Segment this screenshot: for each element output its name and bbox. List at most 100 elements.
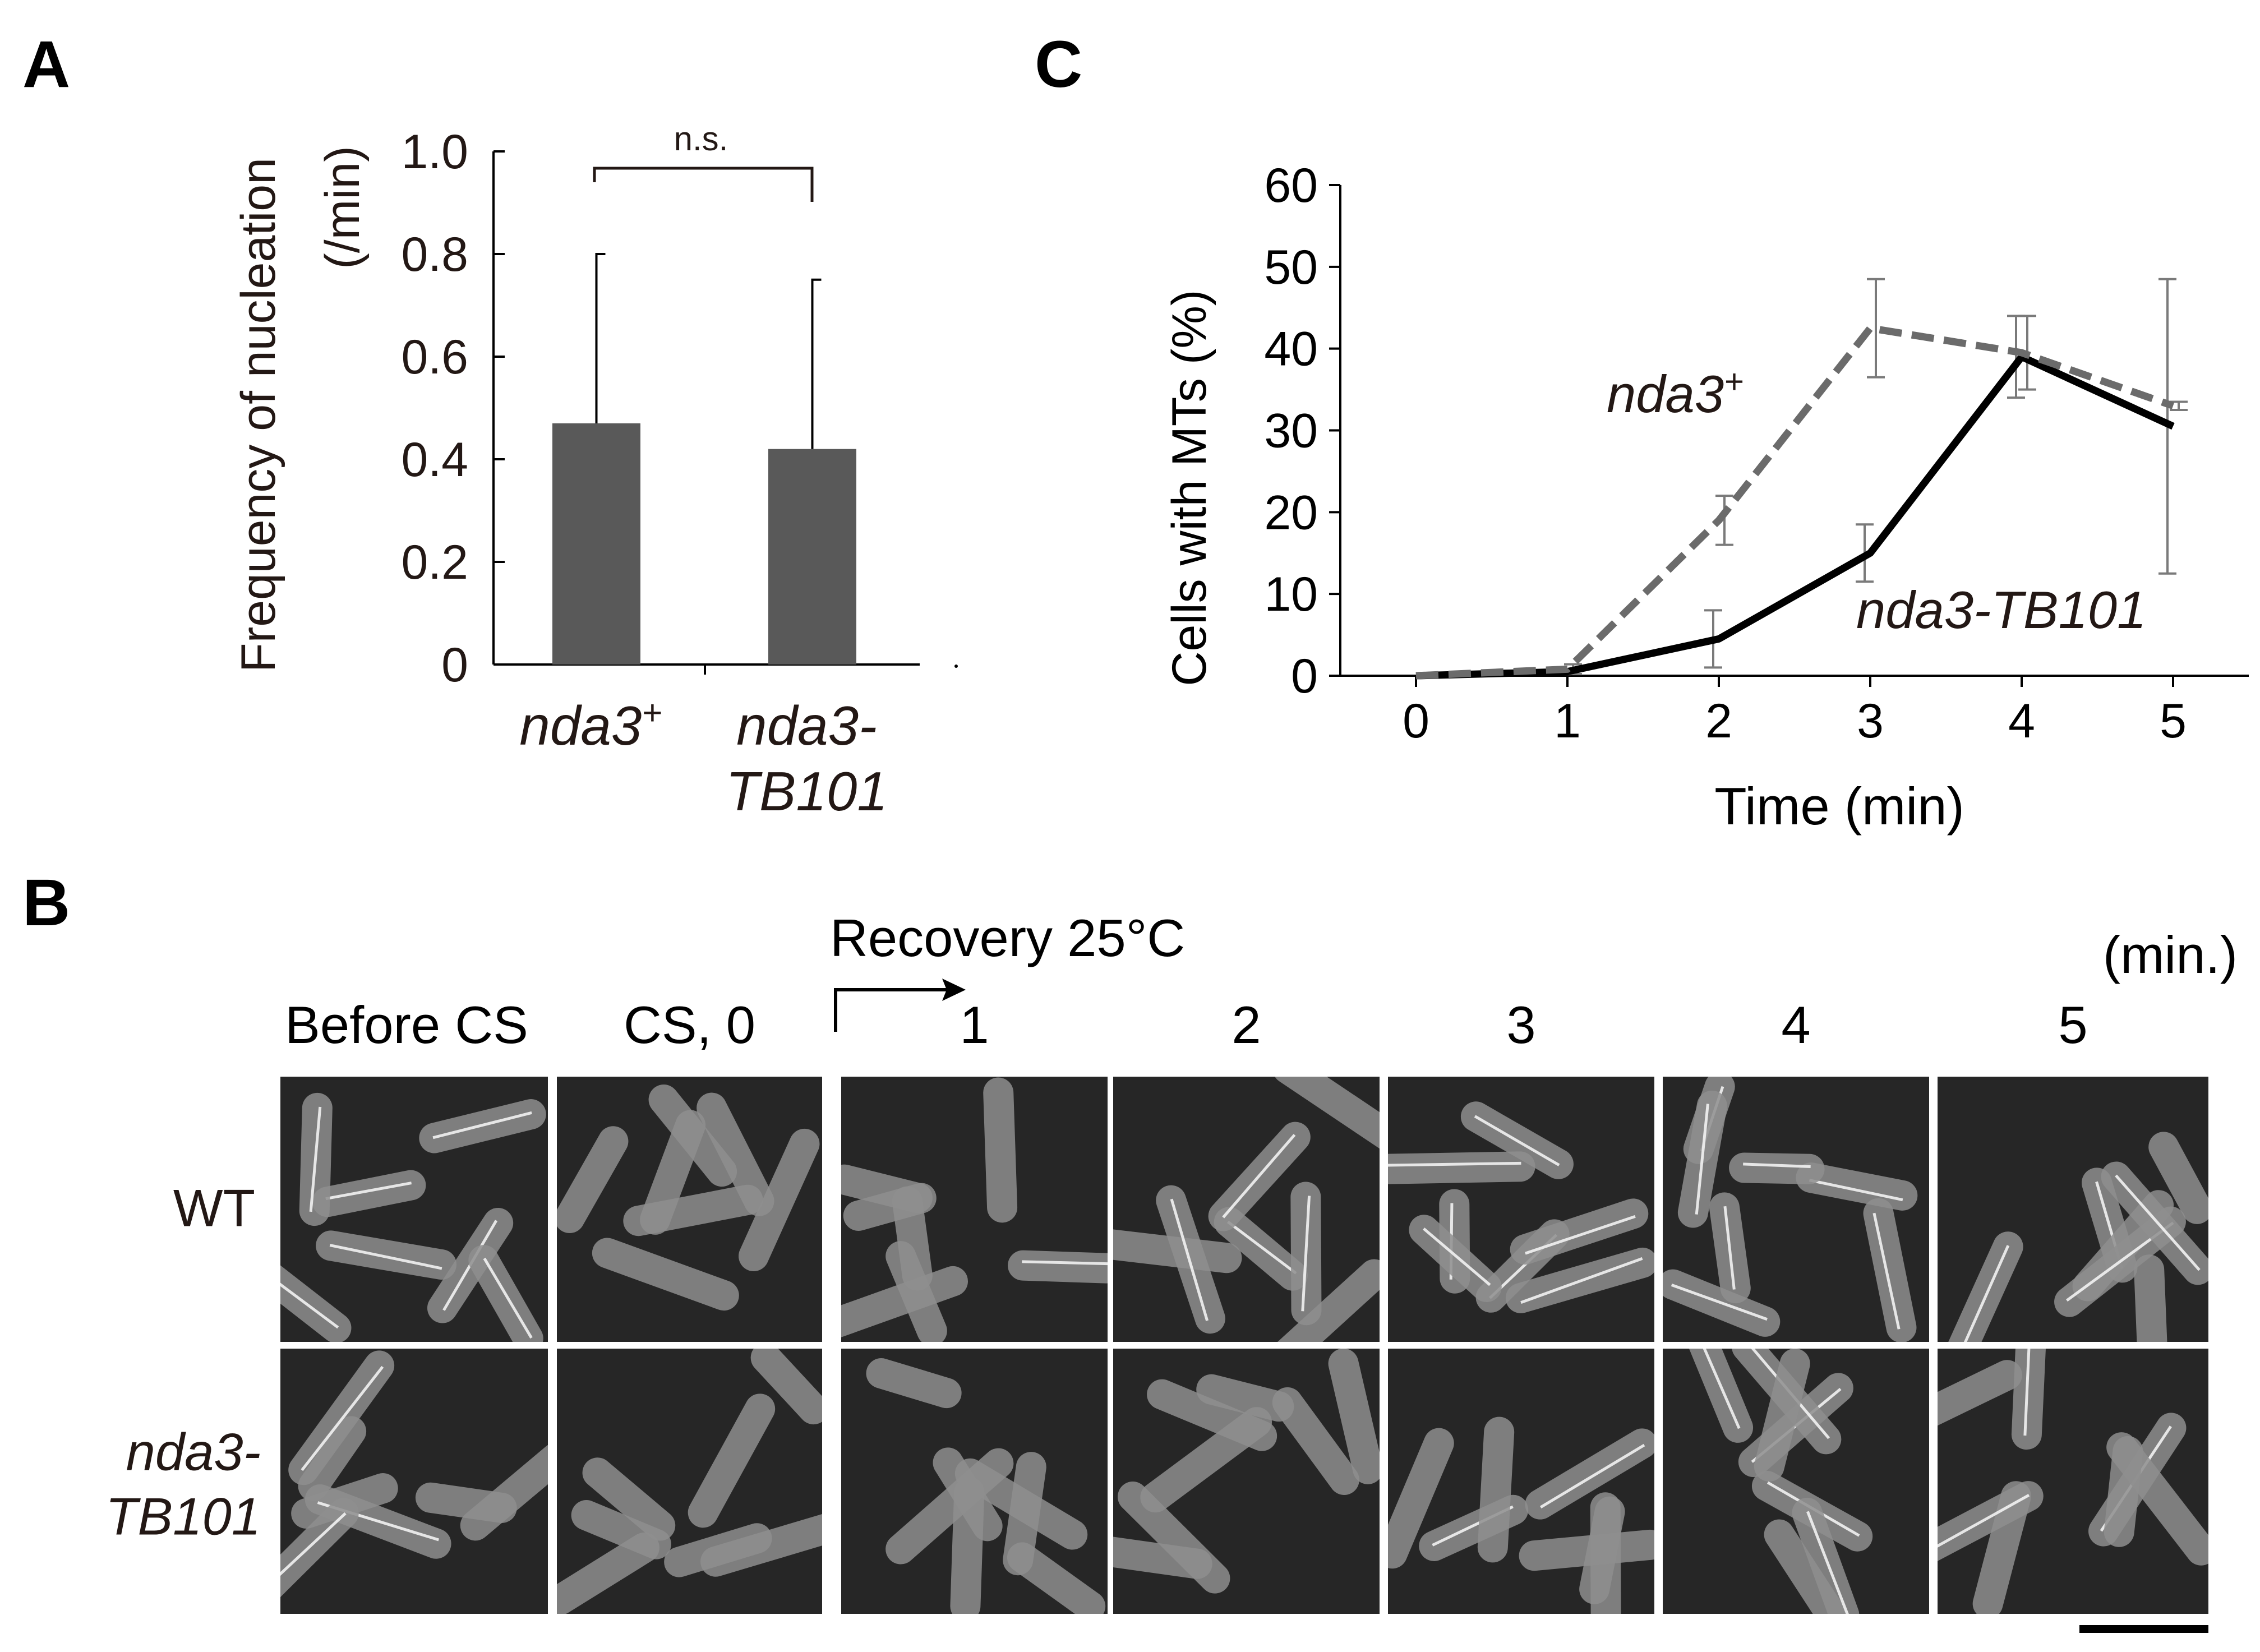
row-label: WT	[173, 1179, 255, 1238]
cell-body	[1792, 1497, 1860, 1614]
microtubule	[1423, 1228, 1491, 1286]
cell	[739, 1128, 820, 1271]
cell	[1388, 1151, 1535, 1184]
micrograph-tile	[1113, 1077, 1380, 1342]
micrograph-tile	[1663, 1077, 1929, 1342]
cell	[1863, 1198, 1917, 1342]
cell-body	[415, 1482, 517, 1523]
cell	[299, 1092, 333, 1226]
chart-c-ylabel: Cells with MTs (%)	[1163, 289, 1216, 686]
cell	[2104, 1436, 2143, 1547]
cell	[841, 1266, 968, 1339]
micrograph-tile	[1663, 1349, 1929, 1614]
cell	[1003, 1452, 1046, 1576]
cell	[1409, 1215, 1502, 1303]
microtubule	[1525, 1215, 1636, 1255]
micrograph-tile	[1388, 1077, 1654, 1342]
legend-label-nda3-tb101: nda3-TB101	[1856, 580, 2146, 639]
cell	[866, 1358, 962, 1409]
y-tick-label: 0.8	[401, 228, 468, 282]
cell	[1118, 1482, 1230, 1594]
column-label: 4	[1781, 995, 1810, 1054]
microtubule	[1539, 1443, 1645, 1509]
bar	[768, 449, 856, 665]
cell	[1477, 1416, 1515, 1563]
microtubule	[309, 1106, 322, 1212]
x-tick-label: 5	[2160, 694, 2187, 748]
chart-c-x-ticks: 0 1 2 3 4 5	[1403, 676, 2187, 748]
cell-body	[1388, 1428, 1454, 1569]
cell	[1729, 1152, 1825, 1184]
cell-body	[1272, 1077, 1380, 1154]
cell-body	[592, 1238, 739, 1311]
microtubule	[1938, 1494, 2030, 1562]
cell	[1008, 1250, 1108, 1284]
cell	[312, 1170, 426, 1217]
cell	[280, 1261, 352, 1342]
microtubule	[301, 1365, 384, 1471]
micrograph-tile	[1113, 1349, 1380, 1614]
cell	[983, 1077, 1018, 1223]
cell-body	[1113, 1531, 1212, 1579]
cell-body	[623, 1184, 763, 1236]
chart-a-y-ticks: 0 0.2 0.4 0.6 0.8 1.0	[401, 125, 505, 692]
stray-dot	[954, 665, 958, 668]
cell-body	[1003, 1452, 1046, 1576]
micrograph-tile	[280, 1349, 548, 1614]
panel-b-row-labels: WT nda3-TB101	[105, 1179, 261, 1546]
chart-c-series	[1415, 324, 2175, 680]
cell-body	[2148, 1132, 2208, 1224]
category-label-line2: TB101	[726, 760, 888, 822]
recovery-arrow	[834, 988, 953, 1032]
cell-body	[1118, 1482, 1230, 1594]
cell-body	[1796, 1162, 1918, 1211]
cell-body	[1140, 1407, 1272, 1513]
y-tick-label: 1.0	[401, 125, 468, 179]
x-tick-label: 0	[1403, 694, 1429, 748]
cell-body	[1272, 1387, 1359, 1495]
panel-letter-a: A	[22, 27, 70, 101]
microtubule	[280, 1512, 347, 1588]
microtubule	[1388, 1161, 1521, 1167]
microtubule	[2115, 1174, 2201, 1271]
cell	[1290, 1182, 1322, 1326]
microtubule	[1957, 1245, 2010, 1342]
y-tick-label: 0	[1291, 649, 1318, 703]
cell-body	[750, 1349, 822, 1425]
cell	[288, 1350, 395, 1485]
column-label: 3	[1506, 995, 1535, 1054]
cell-body	[557, 1532, 659, 1614]
cell	[1792, 1497, 1860, 1614]
cell	[623, 1184, 763, 1236]
x-tick-label: 1	[1554, 694, 1581, 748]
cell	[1140, 1407, 1272, 1513]
cell-body	[316, 1230, 457, 1280]
cell	[697, 1092, 774, 1216]
microtubule	[1809, 1179, 1903, 1202]
cell	[280, 1498, 359, 1602]
cell	[419, 1099, 546, 1153]
chart-c: Cells with MTs (%) Time (min) 0102030405…	[1163, 159, 2249, 836]
column-label: CS, 0	[624, 995, 755, 1054]
microtubule	[329, 1244, 442, 1270]
chart-a: Frequency of nucleation (/min) 0 0.2 0.4 0.…	[232, 120, 958, 822]
microtubule	[1170, 1198, 1209, 1321]
chart-a-significance: n.s.	[593, 120, 814, 202]
microtubule	[1227, 1220, 1297, 1275]
microtubule	[1723, 1206, 1736, 1290]
cell	[1208, 1122, 1311, 1231]
micrograph-tile	[1938, 1349, 2208, 1614]
microtubule	[1474, 1115, 1560, 1166]
cell	[1460, 1101, 1574, 1179]
cell	[750, 1349, 822, 1425]
microtubule	[1301, 1196, 1311, 1312]
column-label: 1	[960, 995, 989, 1054]
y-tick-label: 40	[1264, 322, 1318, 376]
column-label: Before CS	[285, 995, 528, 1054]
chart-a-error-bars	[595, 253, 822, 449]
cell-body	[1754, 1349, 1810, 1482]
bar	[552, 423, 640, 665]
microtubule	[2023, 1349, 2032, 1436]
cell	[1525, 1428, 1654, 1520]
cell	[582, 1457, 676, 1541]
